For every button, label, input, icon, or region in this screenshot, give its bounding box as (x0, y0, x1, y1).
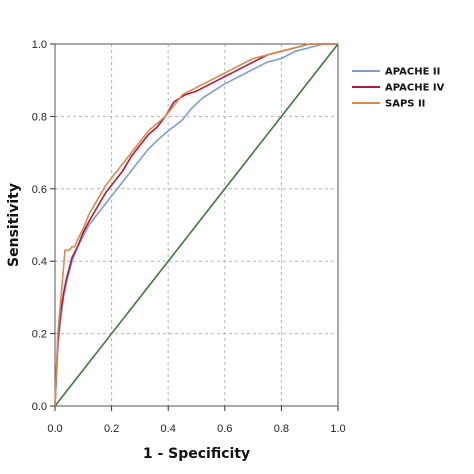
x-axis-title: 1 - Specificity (143, 446, 250, 462)
x-tick-label: 0.6 (217, 423, 232, 435)
legend-label: SAPS II (385, 99, 425, 110)
x-tick-label: 0.0 (47, 423, 62, 435)
x-tick-label: 0.2 (104, 423, 119, 435)
legend: APACHE II APACHE IV SAPS II (352, 67, 445, 110)
y-tick-label: 0.8 (32, 111, 47, 123)
x-tick-label: 0.4 (161, 423, 176, 435)
y-tick-label: 0.2 (32, 329, 47, 341)
series-layer (54, 43, 339, 407)
plot-frame (54, 43, 339, 407)
series-line-apache-ii (54, 43, 338, 407)
y-tick-label: 0.4 (32, 256, 47, 268)
y-tick-label: 1.0 (32, 39, 47, 51)
y-tick-label: 0.6 (32, 184, 47, 196)
y-axis: 0.0 0.2 0.4 0.6 0.8 1.0 (32, 39, 55, 413)
legend-label: APACHE IV (385, 83, 445, 94)
legend-label: APACHE II (385, 67, 440, 78)
series-line-saps-ii (54, 43, 338, 407)
y-tick-label: 0.0 (32, 401, 47, 413)
x-tick-label: 0.8 (274, 423, 289, 435)
x-tick-label: 1.0 (330, 423, 345, 435)
series-line-reference-diagonal (54, 43, 339, 407)
y-axis-title: Sensitivity (6, 183, 22, 267)
grid (55, 44, 338, 406)
x-axis: 0.0 0.2 0.4 0.6 0.8 1.0 (47, 406, 346, 435)
